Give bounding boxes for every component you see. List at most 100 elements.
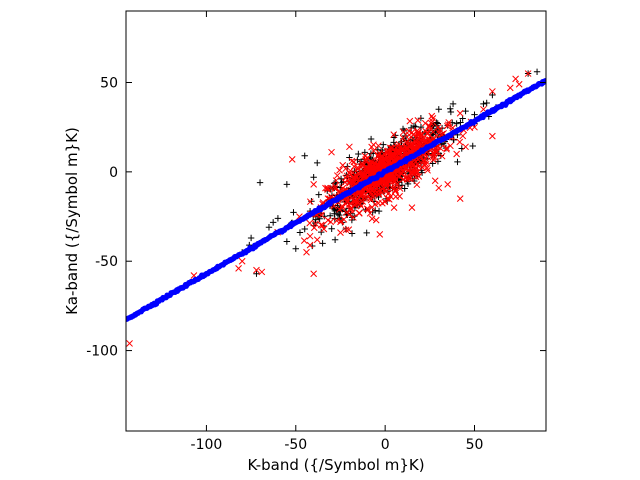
x-point xyxy=(387,193,395,200)
plus-point xyxy=(453,120,460,127)
x-point xyxy=(378,154,386,162)
x-point xyxy=(368,185,375,193)
plus-point xyxy=(447,108,455,116)
x-point xyxy=(453,150,460,158)
x-point xyxy=(414,129,421,136)
plus-point xyxy=(355,150,362,158)
x-point xyxy=(420,161,428,168)
x-point xyxy=(348,157,356,165)
x-point xyxy=(390,204,398,211)
plus-point xyxy=(346,154,353,161)
x-point xyxy=(306,198,314,206)
ticks-layer: -100 -50 0 50 -100 -50 0 50 xyxy=(86,11,546,453)
x-point xyxy=(462,143,469,151)
y-tick-label: -50 xyxy=(95,254,118,270)
x-point xyxy=(324,186,331,193)
x-point xyxy=(411,144,418,151)
x-point xyxy=(288,155,296,163)
x-point xyxy=(253,266,260,274)
x-tick-label: 0 xyxy=(381,437,390,453)
x-point xyxy=(366,209,374,217)
plus-point xyxy=(331,236,339,243)
x-point xyxy=(417,136,425,144)
x-point xyxy=(364,187,372,195)
plus-point xyxy=(274,215,282,222)
x-point xyxy=(235,265,242,272)
plus-point xyxy=(363,229,370,237)
x-point xyxy=(350,214,357,221)
plus-point xyxy=(533,68,541,75)
plus-point xyxy=(315,191,322,198)
x-point xyxy=(346,143,353,151)
x-point xyxy=(424,129,432,137)
plus-point xyxy=(331,210,338,217)
x-point xyxy=(371,200,379,208)
x-point xyxy=(395,140,403,148)
x-point xyxy=(238,257,246,265)
plus-point xyxy=(354,156,361,164)
x-point xyxy=(372,216,380,224)
plus-point xyxy=(292,245,299,252)
plus-point xyxy=(489,91,496,99)
x-point xyxy=(438,152,446,160)
x-point xyxy=(396,185,404,192)
x-point xyxy=(346,179,353,187)
x-point xyxy=(411,168,419,176)
x-point xyxy=(413,127,421,135)
plus-point xyxy=(417,115,425,122)
x-point xyxy=(406,175,414,183)
x-point xyxy=(312,220,319,228)
x-point xyxy=(390,177,398,185)
plus-point xyxy=(390,139,397,146)
x-point xyxy=(392,193,400,200)
x-point xyxy=(310,270,318,278)
x-point xyxy=(408,129,416,136)
x-point xyxy=(409,167,417,175)
plus-point xyxy=(483,99,490,107)
x-point xyxy=(317,221,325,229)
plus-point xyxy=(375,207,383,215)
plus-point xyxy=(480,100,487,108)
x-point xyxy=(306,232,314,240)
x-point xyxy=(399,134,407,142)
plus-point xyxy=(434,158,442,165)
x-point xyxy=(339,184,347,192)
x-point xyxy=(365,161,373,169)
x-point xyxy=(337,229,344,236)
x-point xyxy=(319,222,326,229)
plus-point xyxy=(435,106,442,113)
x-point xyxy=(423,130,431,137)
plus-point xyxy=(348,230,356,237)
x-point xyxy=(333,172,341,179)
plus-point xyxy=(283,181,291,188)
x-point xyxy=(337,218,344,226)
x-point xyxy=(358,168,365,175)
plus-point xyxy=(314,159,321,167)
y-tick-label: 0 xyxy=(109,165,118,181)
x-point xyxy=(413,181,421,189)
x-point xyxy=(370,147,377,155)
x-point xyxy=(306,219,314,227)
x-point xyxy=(506,84,514,92)
x-point xyxy=(383,195,391,202)
plus-point xyxy=(309,242,316,250)
y-tick-label: 50 xyxy=(100,75,118,91)
plus-point xyxy=(312,216,319,223)
x-point xyxy=(378,159,386,167)
x-point xyxy=(368,143,375,151)
plus-point xyxy=(296,229,304,236)
x-point xyxy=(381,198,389,206)
plus-point xyxy=(338,179,345,186)
x-point xyxy=(401,142,409,150)
plus-point xyxy=(471,111,478,118)
x-point xyxy=(410,145,417,153)
x-axis-label: K-band ({/Symbol m}K) xyxy=(247,456,424,474)
x-point xyxy=(429,118,436,125)
x-point xyxy=(400,128,407,136)
plus-point xyxy=(319,240,326,247)
x-point xyxy=(444,181,452,188)
x-point xyxy=(350,177,358,185)
plus-point xyxy=(361,149,369,156)
x-point xyxy=(336,166,343,174)
